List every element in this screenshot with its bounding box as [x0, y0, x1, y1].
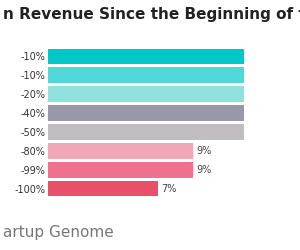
Bar — [48, 105, 244, 121]
Text: 9%: 9% — [196, 146, 212, 156]
Text: artup Genome: artup Genome — [3, 225, 114, 240]
Bar — [48, 143, 193, 158]
Text: 7%: 7% — [161, 184, 176, 194]
Text: 9%: 9% — [196, 165, 212, 175]
Bar — [48, 124, 244, 140]
Bar — [48, 48, 244, 64]
Bar — [48, 181, 158, 196]
Bar — [48, 68, 244, 83]
Bar — [48, 162, 193, 178]
Text: n Revenue Since the Beginning of th: n Revenue Since the Beginning of th — [3, 8, 300, 22]
Bar — [48, 86, 244, 102]
